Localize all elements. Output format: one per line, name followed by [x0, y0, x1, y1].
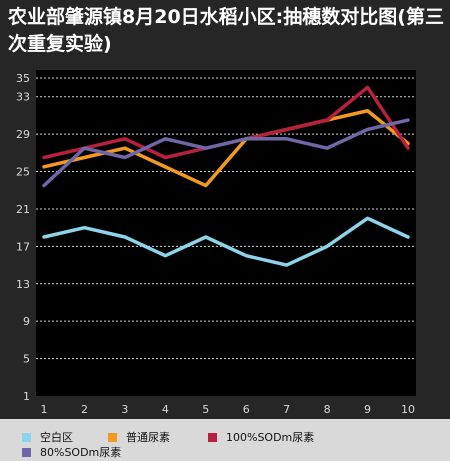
x-tick-label: 1 [41, 403, 48, 416]
plot-area [36, 70, 416, 396]
x-tick-label: 5 [202, 403, 209, 416]
y-tick-label: 33 [16, 91, 30, 104]
legend-swatch [208, 432, 217, 442]
x-tick-label: 4 [162, 403, 169, 416]
series-line-0 [42, 216, 410, 267]
legend-label: 空白区 [40, 431, 73, 444]
legend-label: 80%SODm尿素 [40, 446, 122, 459]
y-tick-label: 9 [23, 315, 30, 328]
y-tick-label: 21 [16, 203, 30, 216]
y-tick-label: 5 [23, 353, 30, 366]
line-chart: 1 5 9 13 17 21 25 29 33 35 1 2 3 4 5 6 7 8 9 10 [16, 70, 416, 416]
y-tick-label: 25 [16, 166, 30, 179]
series-line-3 [42, 118, 410, 188]
chart-title: 农业部肇源镇8月20日水稻小区:抽穗数对比图(第三次重复实验) [8, 6, 444, 55]
x-tick-label: 3 [121, 403, 128, 416]
legend-swatch [22, 432, 31, 442]
legend-item-kongbaiqu: 空白区 [22, 429, 73, 445]
legend: 空白区 普通尿素 100%SODm尿素 80%SODm尿素 [0, 419, 450, 461]
x-tick-label: 2 [81, 403, 88, 416]
legend-swatch [22, 447, 31, 457]
legend-swatch [108, 432, 117, 442]
y-tick-label: 13 [16, 278, 30, 291]
x-tick-label: 9 [364, 403, 371, 416]
y-tick-label: 35 [16, 72, 30, 85]
legend-item-putong-niaosu: 普通尿素 [108, 429, 170, 445]
x-tick-label: 8 [324, 403, 331, 416]
x-tick-label: 7 [283, 403, 290, 416]
y-tick-label: 29 [16, 128, 30, 141]
y-tick-label: 1 [23, 390, 30, 403]
y-tick-label: 17 [16, 240, 30, 253]
legend-item-100-sodm: 100%SODm尿素 [208, 429, 314, 445]
legend-label: 100%SODm尿素 [226, 431, 315, 444]
x-tick-label: 6 [243, 403, 250, 416]
legend-label: 普通尿素 [126, 431, 170, 444]
x-tick-label: 10 [401, 403, 415, 416]
legend-item-80-sodm: 80%SODm尿素 [22, 444, 121, 460]
